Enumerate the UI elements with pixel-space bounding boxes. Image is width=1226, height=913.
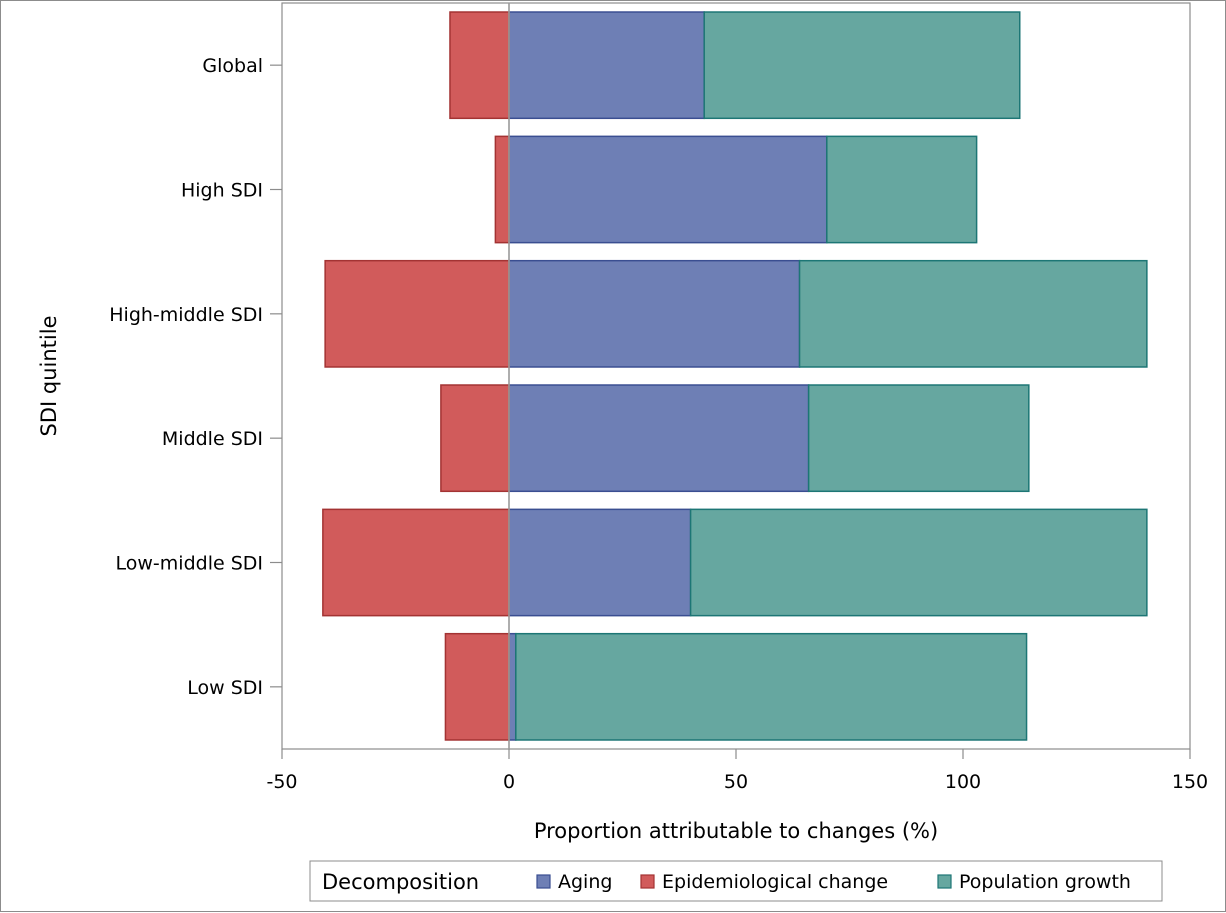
bar-low-middle-sdi-population-growth [689, 508, 1148, 617]
legend-box [309, 860, 1163, 902]
bar-high-sdi-population-growth [826, 135, 978, 244]
bar-global-population-growth [703, 11, 1021, 120]
x-tick-label: -50 [266, 771, 297, 793]
bar-global-epidemiological-change [449, 11, 510, 120]
legend-label-aging: Aging [558, 871, 612, 893]
y-tick-label-high-sdi: High SDI [181, 180, 263, 202]
bar-middle-sdi-aging [508, 384, 810, 493]
legend-label-epidemiological-change: Epidemiological change [662, 871, 888, 893]
bar-low-middle-sdi-aging [508, 508, 692, 617]
bar-high-sdi-epidemiological-change [494, 135, 510, 244]
bar-middle-sdi-epidemiological-change [440, 384, 510, 493]
bar-middle-sdi-population-growth [807, 384, 1030, 493]
bar-high-middle-sdi-aging [508, 259, 801, 368]
legend: Decomposition Aging Epidemiological chang… [309, 860, 1163, 902]
legend-label-population-growth: Population growth [959, 871, 1131, 893]
x-tick-label: 100 [945, 771, 981, 793]
legend-swatch-epidemiological-change [640, 874, 655, 889]
x-tick-label: 0 [503, 771, 515, 793]
legend-title: Decomposition [322, 870, 479, 894]
bar-global-aging [508, 11, 705, 120]
bar-low-middle-sdi-epidemiological-change [322, 508, 510, 617]
legend-swatch-population-growth [937, 874, 952, 889]
y-tick-label-high-middle-sdi: High-middle SDI [109, 304, 263, 326]
x-axis-label: Proportion attributable to changes (%) [534, 819, 938, 843]
y-tick-label-middle-sdi: Middle SDI [162, 428, 263, 450]
x-axis: -50 0 50 100 150 [266, 749, 1208, 793]
bar-low-sdi-aging [508, 632, 517, 741]
y-tick-label-global: Global [202, 55, 263, 77]
bar-high-sdi-aging [508, 135, 828, 244]
bar-high-middle-sdi-population-growth [798, 259, 1148, 368]
y-axis: Global High SDI High-middle SDI Middle SDI L… [109, 55, 282, 699]
bar-low-sdi-population-growth [515, 632, 1028, 741]
bar-low-sdi-epidemiological-change [444, 632, 510, 741]
y-tick-label-low-middle-sdi: Low-middle SDI [116, 553, 263, 575]
y-tick-label-low-sdi: Low SDI [187, 677, 263, 699]
bar-high-middle-sdi-epidemiological-change [324, 259, 510, 368]
x-tick-label: 150 [1172, 771, 1208, 793]
legend-entries: Aging Epidemiological change Population gr… [536, 871, 1131, 893]
y-axis-label: SDI quintile [37, 316, 61, 437]
x-tick-label: 50 [724, 771, 748, 793]
legend-swatch-aging [536, 874, 551, 889]
bars-group [322, 11, 1148, 741]
